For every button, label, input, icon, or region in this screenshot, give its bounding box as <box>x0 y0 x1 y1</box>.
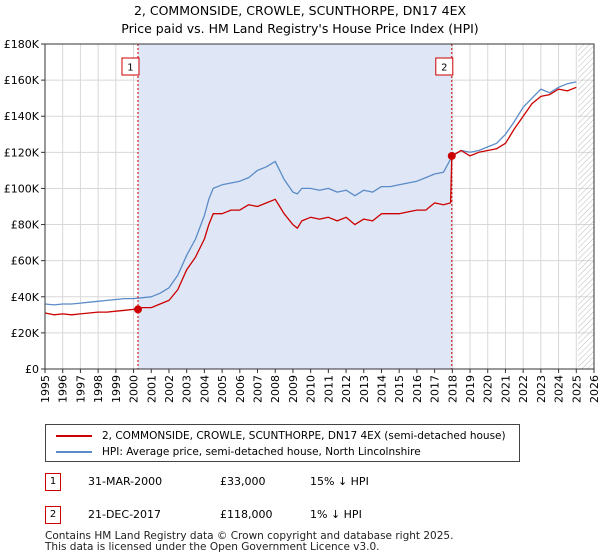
x-tick-label: 2002 <box>163 375 176 403</box>
x-tick-label: 2018 <box>446 375 459 403</box>
x-tick-label: 2000 <box>128 375 141 403</box>
transaction-row: 1 31-MAR-2000 £33,000 15% ↓ HPI <box>45 473 445 493</box>
legend: 2, COMMONSIDE, CROWLE, SCUNTHORPE, DN17 … <box>45 424 520 462</box>
title-line-1: 2, COMMONSIDE, CROWLE, SCUNTHORPE, DN17 … <box>133 3 467 18</box>
x-tick-label: 2019 <box>464 375 477 403</box>
transaction-hpi: 1% ↓ HPI <box>310 508 362 521</box>
x-tick-label: 2014 <box>375 375 388 403</box>
y-tick-label: £120K <box>4 146 40 159</box>
legend-label-hpi: HPI: Average price, semi-detached house,… <box>102 446 421 458</box>
y-tick-label: £140K <box>4 110 40 123</box>
x-tick-label: 2006 <box>234 375 247 403</box>
axes: £0 £20K £40K £60K £80K £100K £120K £140K £160K £1… <box>4 38 600 403</box>
legend-item-hpi: HPI: Average price, semi-detached house,… <box>56 444 421 460</box>
y-tick-label: £0 <box>25 363 39 376</box>
title-line-2: Price paid vs. HM Land Registry's House … <box>121 21 479 36</box>
legend-swatch-hpi <box>56 451 92 453</box>
legend-swatch-property <box>56 435 92 437</box>
x-tick-label: 2016 <box>411 375 424 403</box>
marker-box <box>435 57 454 76</box>
x-tick-label: 2015 <box>393 375 406 403</box>
shaded-period <box>137 44 452 369</box>
y-tick-label: £160K <box>4 74 40 87</box>
transaction-price: £118,000 <box>220 508 273 521</box>
x-tick-label: 2004 <box>198 375 211 403</box>
hatched-projection <box>578 44 594 369</box>
sale-point <box>447 151 456 160</box>
x-tick-label: 2012 <box>340 375 353 403</box>
footer-line-2: This data is licensed under the Open Gov… <box>45 541 380 553</box>
transaction-number: 1 <box>45 473 61 491</box>
transaction-price: £33,000 <box>220 475 266 488</box>
x-tick-label: 2005 <box>216 375 229 403</box>
marker-label: 1 <box>127 63 133 74</box>
sale-point <box>133 305 142 314</box>
transaction-hpi: 15% ↓ HPI <box>310 475 369 488</box>
transaction-date: 31-MAR-2000 <box>88 475 163 488</box>
x-tick-label: 1998 <box>92 375 105 403</box>
x-tick-label: 2007 <box>252 375 265 403</box>
legend-item-property: 2, COMMONSIDE, CROWLE, SCUNTHORPE, DN17 … <box>56 428 506 444</box>
x-tick-label: 2022 <box>517 375 530 403</box>
x-tick-label: 2017 <box>429 375 442 403</box>
marker-box <box>121 57 140 76</box>
x-tick-label: 2020 <box>482 375 495 403</box>
shaded-region <box>137 44 594 369</box>
legend-label-property: 2, COMMONSIDE, CROWLE, SCUNTHORPE, DN17 … <box>102 430 506 442</box>
x-tick-label: 2024 <box>553 375 566 403</box>
x-tick-label: 2026 <box>588 375 600 403</box>
x-tick-label: 2011 <box>322 375 335 403</box>
y-tick-label: £100K <box>4 182 40 195</box>
footer: Contains HM Land Registry data © Crown c… <box>45 531 453 553</box>
y-tick-label: £180K <box>4 38 40 51</box>
x-tick-label: 2025 <box>570 375 583 403</box>
x-tick-label: 2003 <box>181 375 194 403</box>
y-tick-label: £20K <box>11 327 40 340</box>
x-tick-label: 2010 <box>305 375 318 403</box>
x-tick-label: 2013 <box>358 375 371 403</box>
transaction-date: 21-DEC-2017 <box>88 508 162 521</box>
y-tick-label: £40K <box>11 291 40 304</box>
y-tick-label: £80K <box>11 219 40 232</box>
hpi-line <box>44 81 577 306</box>
x-tick-label: 2009 <box>287 375 300 403</box>
marker-label: 2 <box>441 63 447 74</box>
x-tick-label: 1995 <box>39 375 52 403</box>
footer-line-1: Contains HM Land Registry data © Crown c… <box>45 530 454 542</box>
chart-title: 2, COMMONSIDE, CROWLE, SCUNTHORPE, DN17 … <box>0 2 600 38</box>
x-tick-label: 1997 <box>74 375 87 403</box>
x-tick-label: 2001 <box>145 375 158 403</box>
x-tick-label: 1996 <box>57 375 70 403</box>
x-tick-label: 2021 <box>499 375 512 403</box>
x-tick-label: 2023 <box>535 375 548 403</box>
transaction-row: 2 21-DEC-2017 £118,000 1% ↓ HPI <box>45 506 445 526</box>
x-tick-label: 2008 <box>269 375 282 403</box>
plot-frame <box>44 43 595 370</box>
y-tick-label: £60K <box>11 255 40 268</box>
x-tick-label: 1999 <box>110 375 123 403</box>
transaction-number: 2 <box>45 506 61 524</box>
